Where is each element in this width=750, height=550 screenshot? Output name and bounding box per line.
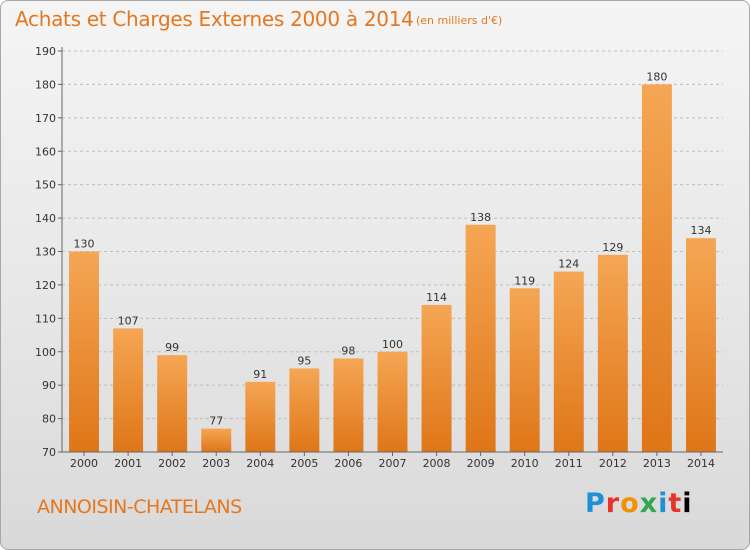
y-tick-label: 190 (35, 45, 56, 58)
x-tick-label: 2013 (643, 457, 671, 470)
bar (421, 304, 452, 452)
axis-layer: 70 80 90 100 110 120 130 140 150 160 170 180 190 2000… (35, 45, 723, 470)
y-tick-label: 180 (35, 78, 56, 91)
bar-value-label: 77 (209, 415, 223, 428)
bar (201, 428, 232, 452)
x-tick-label: 2012 (599, 457, 627, 470)
bar-value-label: 180 (646, 70, 667, 83)
y-tick-label: 140 (35, 212, 56, 225)
x-tick-label: 2005 (290, 457, 318, 470)
logo-letter: x (639, 488, 659, 519)
bar (465, 224, 496, 452)
y-tick-label: 110 (35, 312, 56, 325)
y-tick-label: 70 (42, 446, 56, 459)
bar (157, 355, 188, 452)
commune-name: ANNOISIN-CHATELANS (37, 496, 242, 518)
bar (377, 351, 408, 452)
y-tick-label: 90 (42, 379, 56, 392)
logo-letter: i (682, 488, 693, 519)
bar-value-label: 124 (558, 258, 579, 271)
bar (69, 251, 100, 452)
bar-value-label: 100 (382, 338, 403, 351)
bar-layer: 130 107 99 77 91 95 98 100 114 138 119 124 129 180 134 (69, 70, 716, 453)
x-tick-label: 2002 (158, 457, 186, 470)
x-tick-label: 2011 (555, 457, 583, 470)
bar (685, 238, 716, 452)
y-tick-label: 150 (35, 179, 56, 192)
x-tick-label: 2000 (70, 457, 98, 470)
bar-value-label: 91 (253, 368, 267, 381)
bar (641, 84, 672, 453)
y-tick-label: 80 (42, 413, 56, 426)
x-tick-label: 2003 (202, 457, 230, 470)
bar-value-label: 119 (514, 274, 535, 287)
y-tick-label: 170 (35, 112, 56, 125)
bar-value-label: 114 (426, 291, 447, 304)
y-tick-label: 120 (35, 279, 56, 292)
x-tick-label: 2014 (687, 457, 715, 470)
y-tick-label: 100 (35, 346, 56, 359)
logo-letter: o (620, 488, 640, 519)
bar (333, 358, 364, 452)
logo-letter: t (668, 488, 683, 519)
logo-letter: r (605, 488, 621, 519)
x-tick-label: 2006 (334, 457, 362, 470)
chart-subtitle: (en milliers d'€) (416, 14, 503, 27)
bar (597, 254, 628, 452)
bar-value-label: 95 (297, 354, 311, 367)
proxiti-logo: Proxiti (585, 488, 693, 519)
y-tick-label: 160 (35, 145, 56, 158)
bar (245, 381, 276, 452)
bar (509, 288, 540, 452)
y-tick-label: 130 (35, 246, 56, 259)
x-tick-label: 2010 (511, 457, 539, 470)
x-tick-label: 2007 (379, 457, 407, 470)
x-tick-label: 2009 (467, 457, 495, 470)
bar-value-label: 129 (602, 241, 623, 254)
x-tick-label: 2001 (114, 457, 142, 470)
bar (289, 368, 320, 452)
bar-value-label: 134 (690, 224, 711, 237)
bar (113, 328, 144, 452)
bar-value-label: 138 (470, 211, 491, 224)
chart-title: Achats et Charges Externes 2000 à 2014 (15, 7, 414, 31)
logo-letter: P (585, 488, 606, 519)
bar-value-label: 130 (74, 238, 95, 251)
x-tick-label: 2004 (246, 457, 274, 470)
bar (553, 271, 584, 452)
x-tick-label: 2008 (423, 457, 451, 470)
logo-letter: i (658, 488, 669, 519)
bar-value-label: 99 (165, 341, 179, 354)
bar-value-label: 107 (118, 314, 139, 327)
bar-value-label: 98 (341, 344, 355, 357)
